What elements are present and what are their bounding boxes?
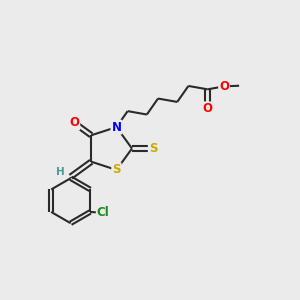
Text: O: O xyxy=(69,116,79,129)
Text: O: O xyxy=(202,102,213,115)
Text: H: H xyxy=(56,167,64,177)
Text: S: S xyxy=(149,142,157,155)
Text: S: S xyxy=(112,164,121,176)
Text: O: O xyxy=(219,80,229,93)
Text: Cl: Cl xyxy=(97,206,110,219)
Text: N: N xyxy=(112,121,122,134)
